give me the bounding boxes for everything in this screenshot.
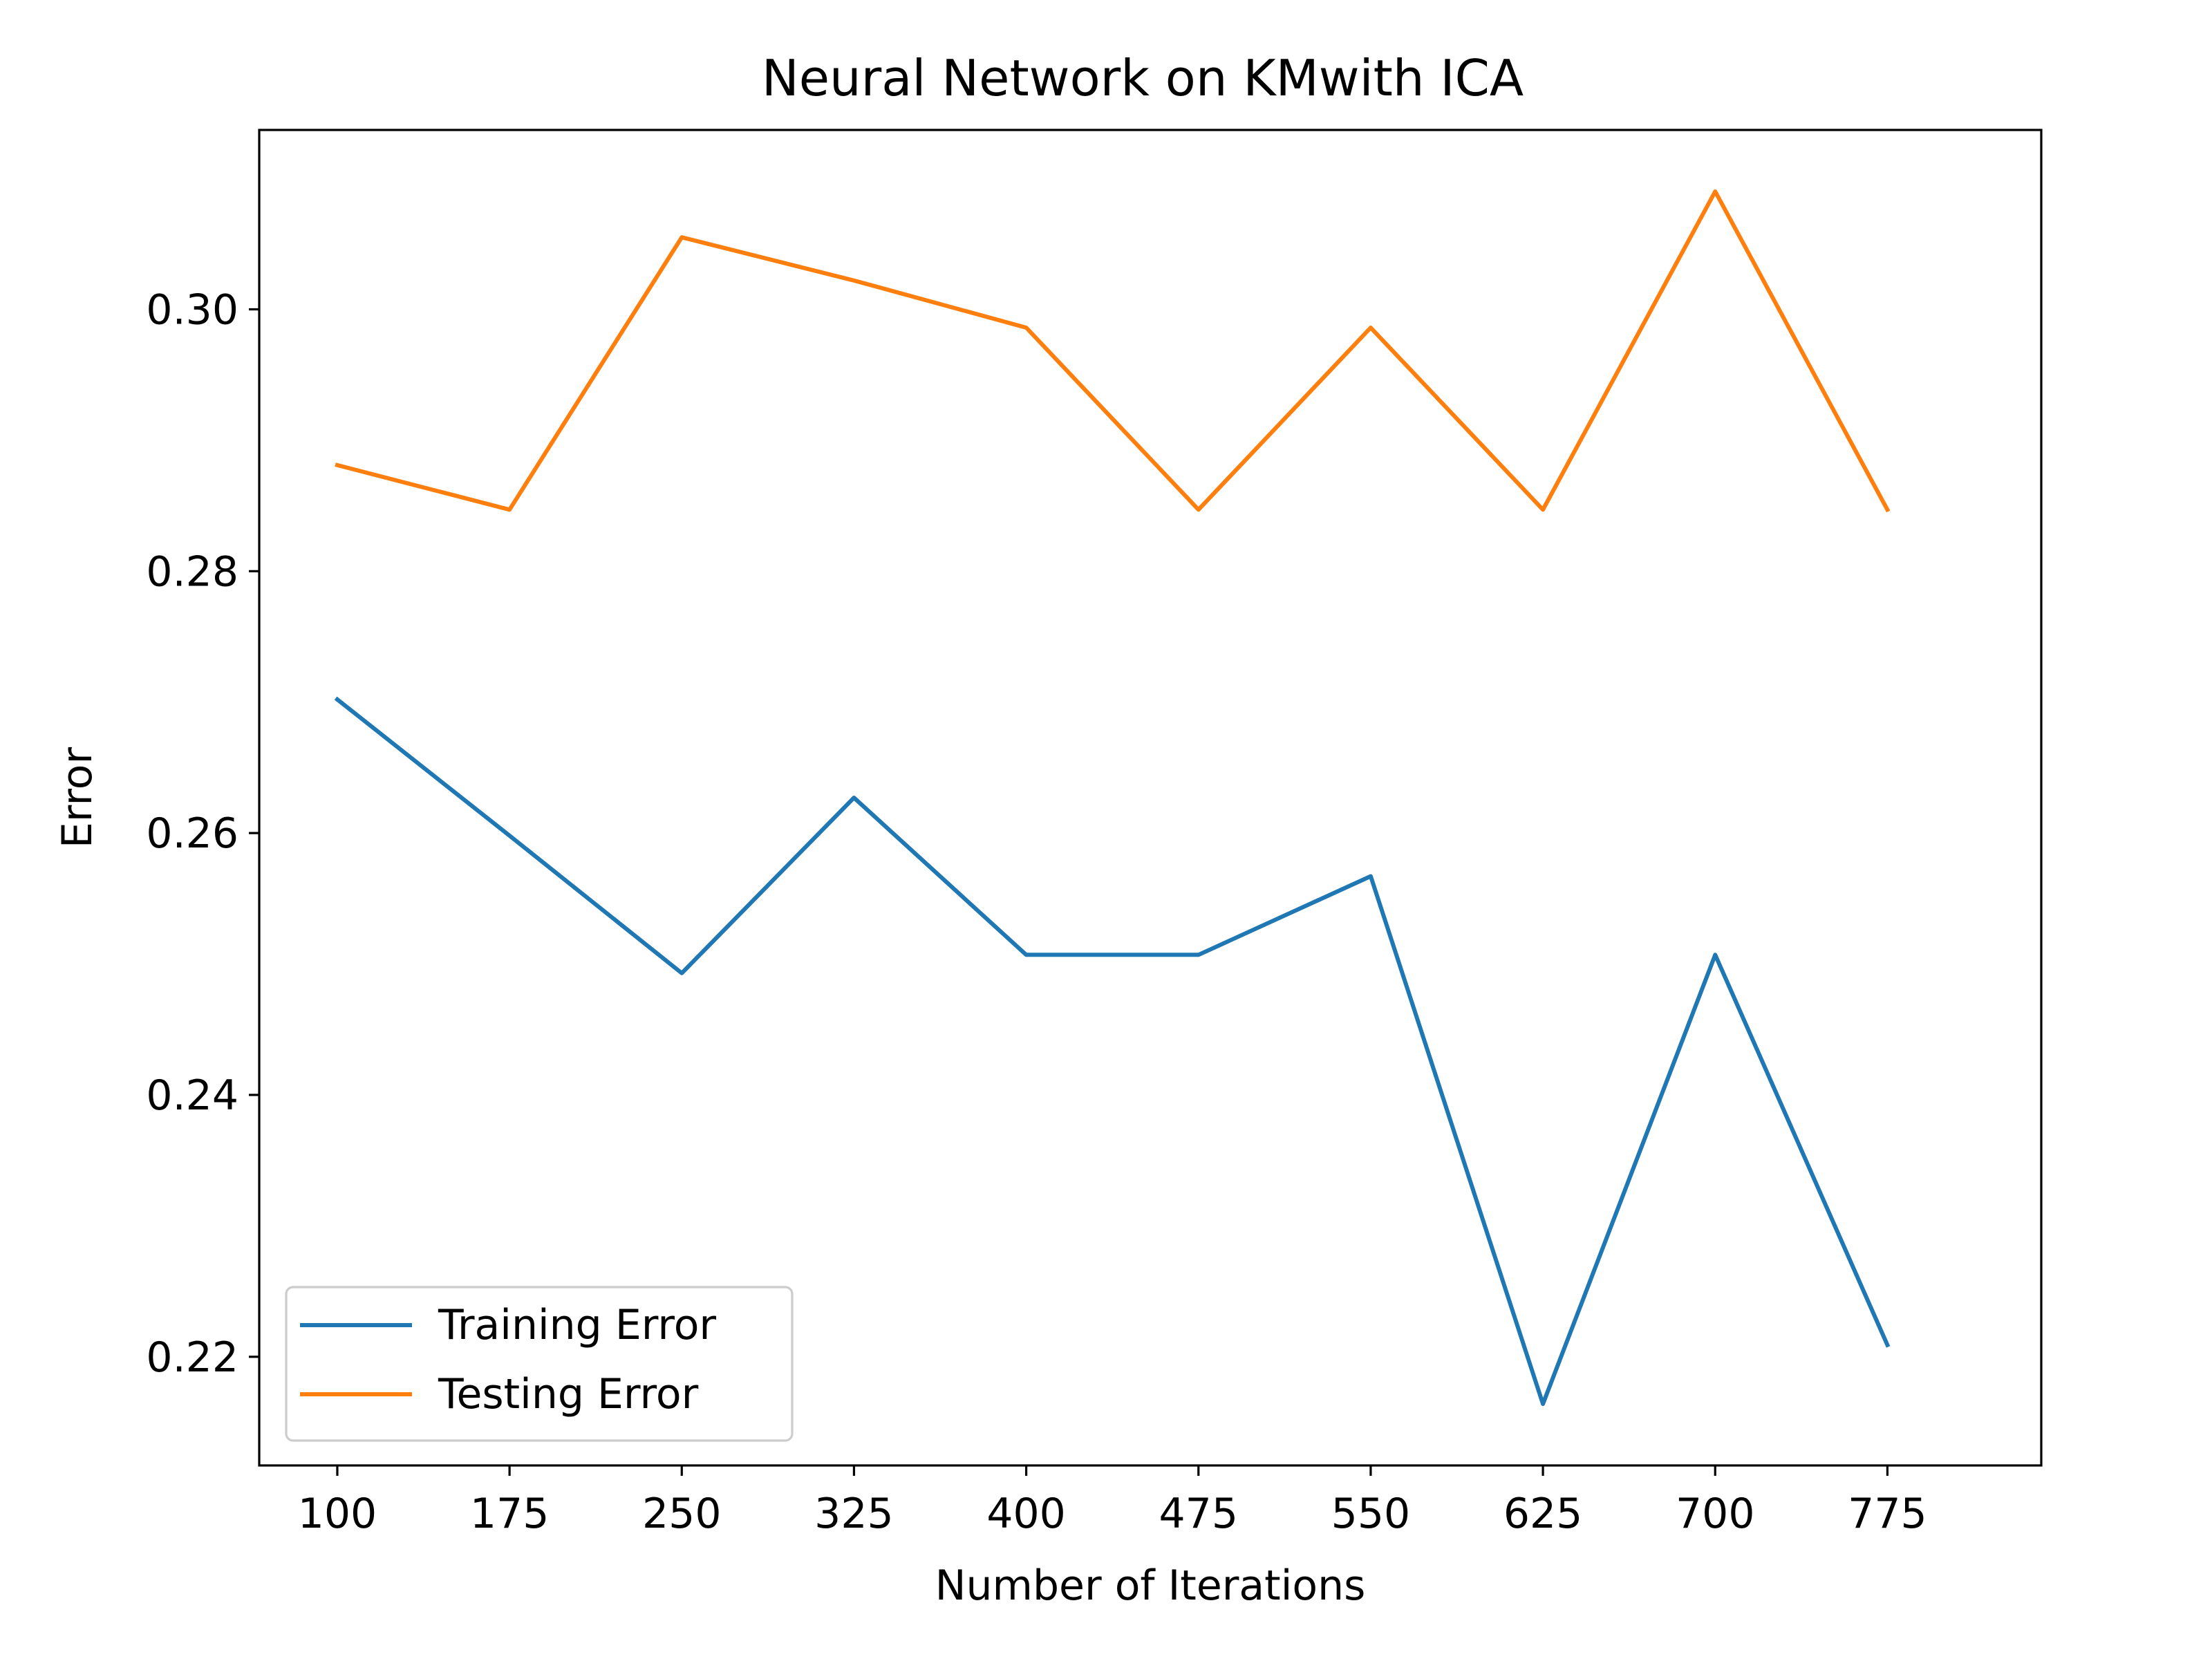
- legend: Training Error Testing Error: [285, 1286, 794, 1442]
- y-tick-label-0.22: 0.22: [146, 1333, 238, 1382]
- x-tick-label-700: 700: [1676, 1490, 1755, 1538]
- series-line-testing-error: [335, 189, 1891, 513]
- legend-label-training-error: Training Error: [438, 1301, 716, 1349]
- x-axis-label: Number of Iterations: [935, 1562, 1366, 1610]
- x-axis: 100 175 250 325 400 475 550 625 700 775: [298, 1465, 1927, 1538]
- plot-frame: [258, 129, 2043, 1467]
- y-tick-label-0.26: 0.26: [146, 809, 238, 858]
- x-tick-label-550: 550: [1331, 1490, 1411, 1538]
- x-tick-label-100: 100: [298, 1490, 377, 1538]
- x-tick-label-475: 475: [1159, 1490, 1238, 1538]
- y-tick-label-0.24: 0.24: [146, 1071, 238, 1120]
- chart-title: Neural Network on KMwith ICA: [762, 49, 1524, 107]
- x-tick-label-400: 400: [986, 1490, 1066, 1538]
- x-tick-label-250: 250: [642, 1490, 722, 1538]
- series-line-training-error: [334, 696, 1891, 1406]
- x-tick-label-175: 175: [470, 1490, 550, 1538]
- y-axis-label: Error: [53, 747, 102, 849]
- y-tick-label-0.30: 0.30: [146, 285, 238, 334]
- series-layer: [334, 189, 1891, 1406]
- legend-label-testing-error: Testing Error: [438, 1370, 699, 1418]
- x-tick-label-625: 625: [1503, 1490, 1583, 1538]
- legend-box: [285, 1286, 794, 1442]
- x-tick-label-775: 775: [1848, 1490, 1927, 1538]
- x-tick-label-325: 325: [814, 1490, 894, 1538]
- y-axis: 0.22 0.24 0.26 0.28 0.30: [146, 285, 259, 1382]
- y-tick-label-0.28: 0.28: [146, 547, 238, 596]
